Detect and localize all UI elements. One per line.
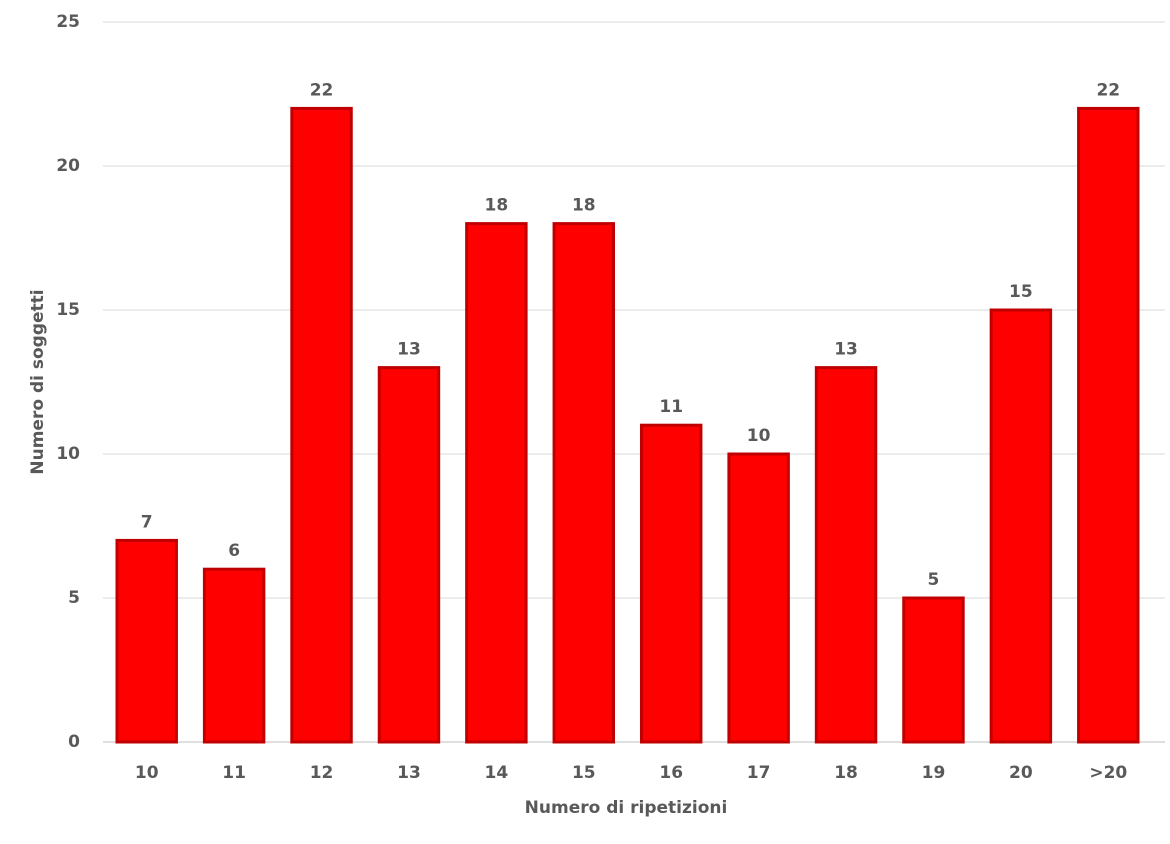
x-tick-label: 15	[572, 763, 596, 783]
bar	[814, 366, 878, 744]
value-label: 18	[572, 196, 596, 216]
bar	[465, 222, 528, 744]
x-tick-label: 14	[485, 763, 509, 783]
x-tick-label: 13	[397, 763, 421, 783]
bar	[639, 423, 703, 744]
value-label: 6	[228, 541, 240, 561]
y-tick-label: 20	[56, 156, 80, 176]
bar	[902, 596, 965, 744]
x-tick-label: 17	[747, 763, 771, 783]
y-tick-label: 0	[68, 732, 80, 752]
x-tick-label: 18	[834, 763, 858, 783]
bar	[115, 538, 178, 744]
y-tick-label: 5	[68, 588, 80, 608]
y-tick-label: 10	[56, 444, 80, 464]
value-label: 13	[397, 340, 421, 360]
y-tick-label: 25	[56, 12, 80, 32]
value-label: 22	[310, 80, 334, 100]
value-label: 5	[928, 570, 940, 590]
value-label: 18	[485, 196, 509, 216]
bar	[1077, 106, 1140, 744]
x-tick-label: 16	[659, 763, 683, 783]
y-tick-label: 15	[56, 300, 80, 320]
x-tick-label: 20	[1009, 763, 1033, 783]
x-tick-label: 10	[135, 763, 159, 783]
bar	[202, 567, 266, 744]
value-label: 7	[141, 512, 153, 532]
bar	[290, 106, 353, 744]
bar	[377, 366, 441, 744]
x-axis-title: Numero di ripetizioni	[525, 798, 728, 818]
x-tick-label: 19	[922, 763, 946, 783]
value-label: 10	[747, 426, 771, 446]
x-tick-label: 12	[310, 763, 334, 783]
value-label: 11	[659, 397, 683, 417]
bar	[552, 222, 616, 744]
bar	[727, 452, 790, 744]
value-label: 22	[1096, 80, 1120, 100]
y-axis-title: Numero di soggetti	[28, 289, 48, 474]
x-tick-label: >20	[1089, 763, 1127, 783]
bar	[989, 308, 1053, 744]
value-label: 15	[1009, 282, 1033, 302]
value-label: 13	[834, 340, 858, 360]
x-tick-label: 11	[222, 763, 246, 783]
